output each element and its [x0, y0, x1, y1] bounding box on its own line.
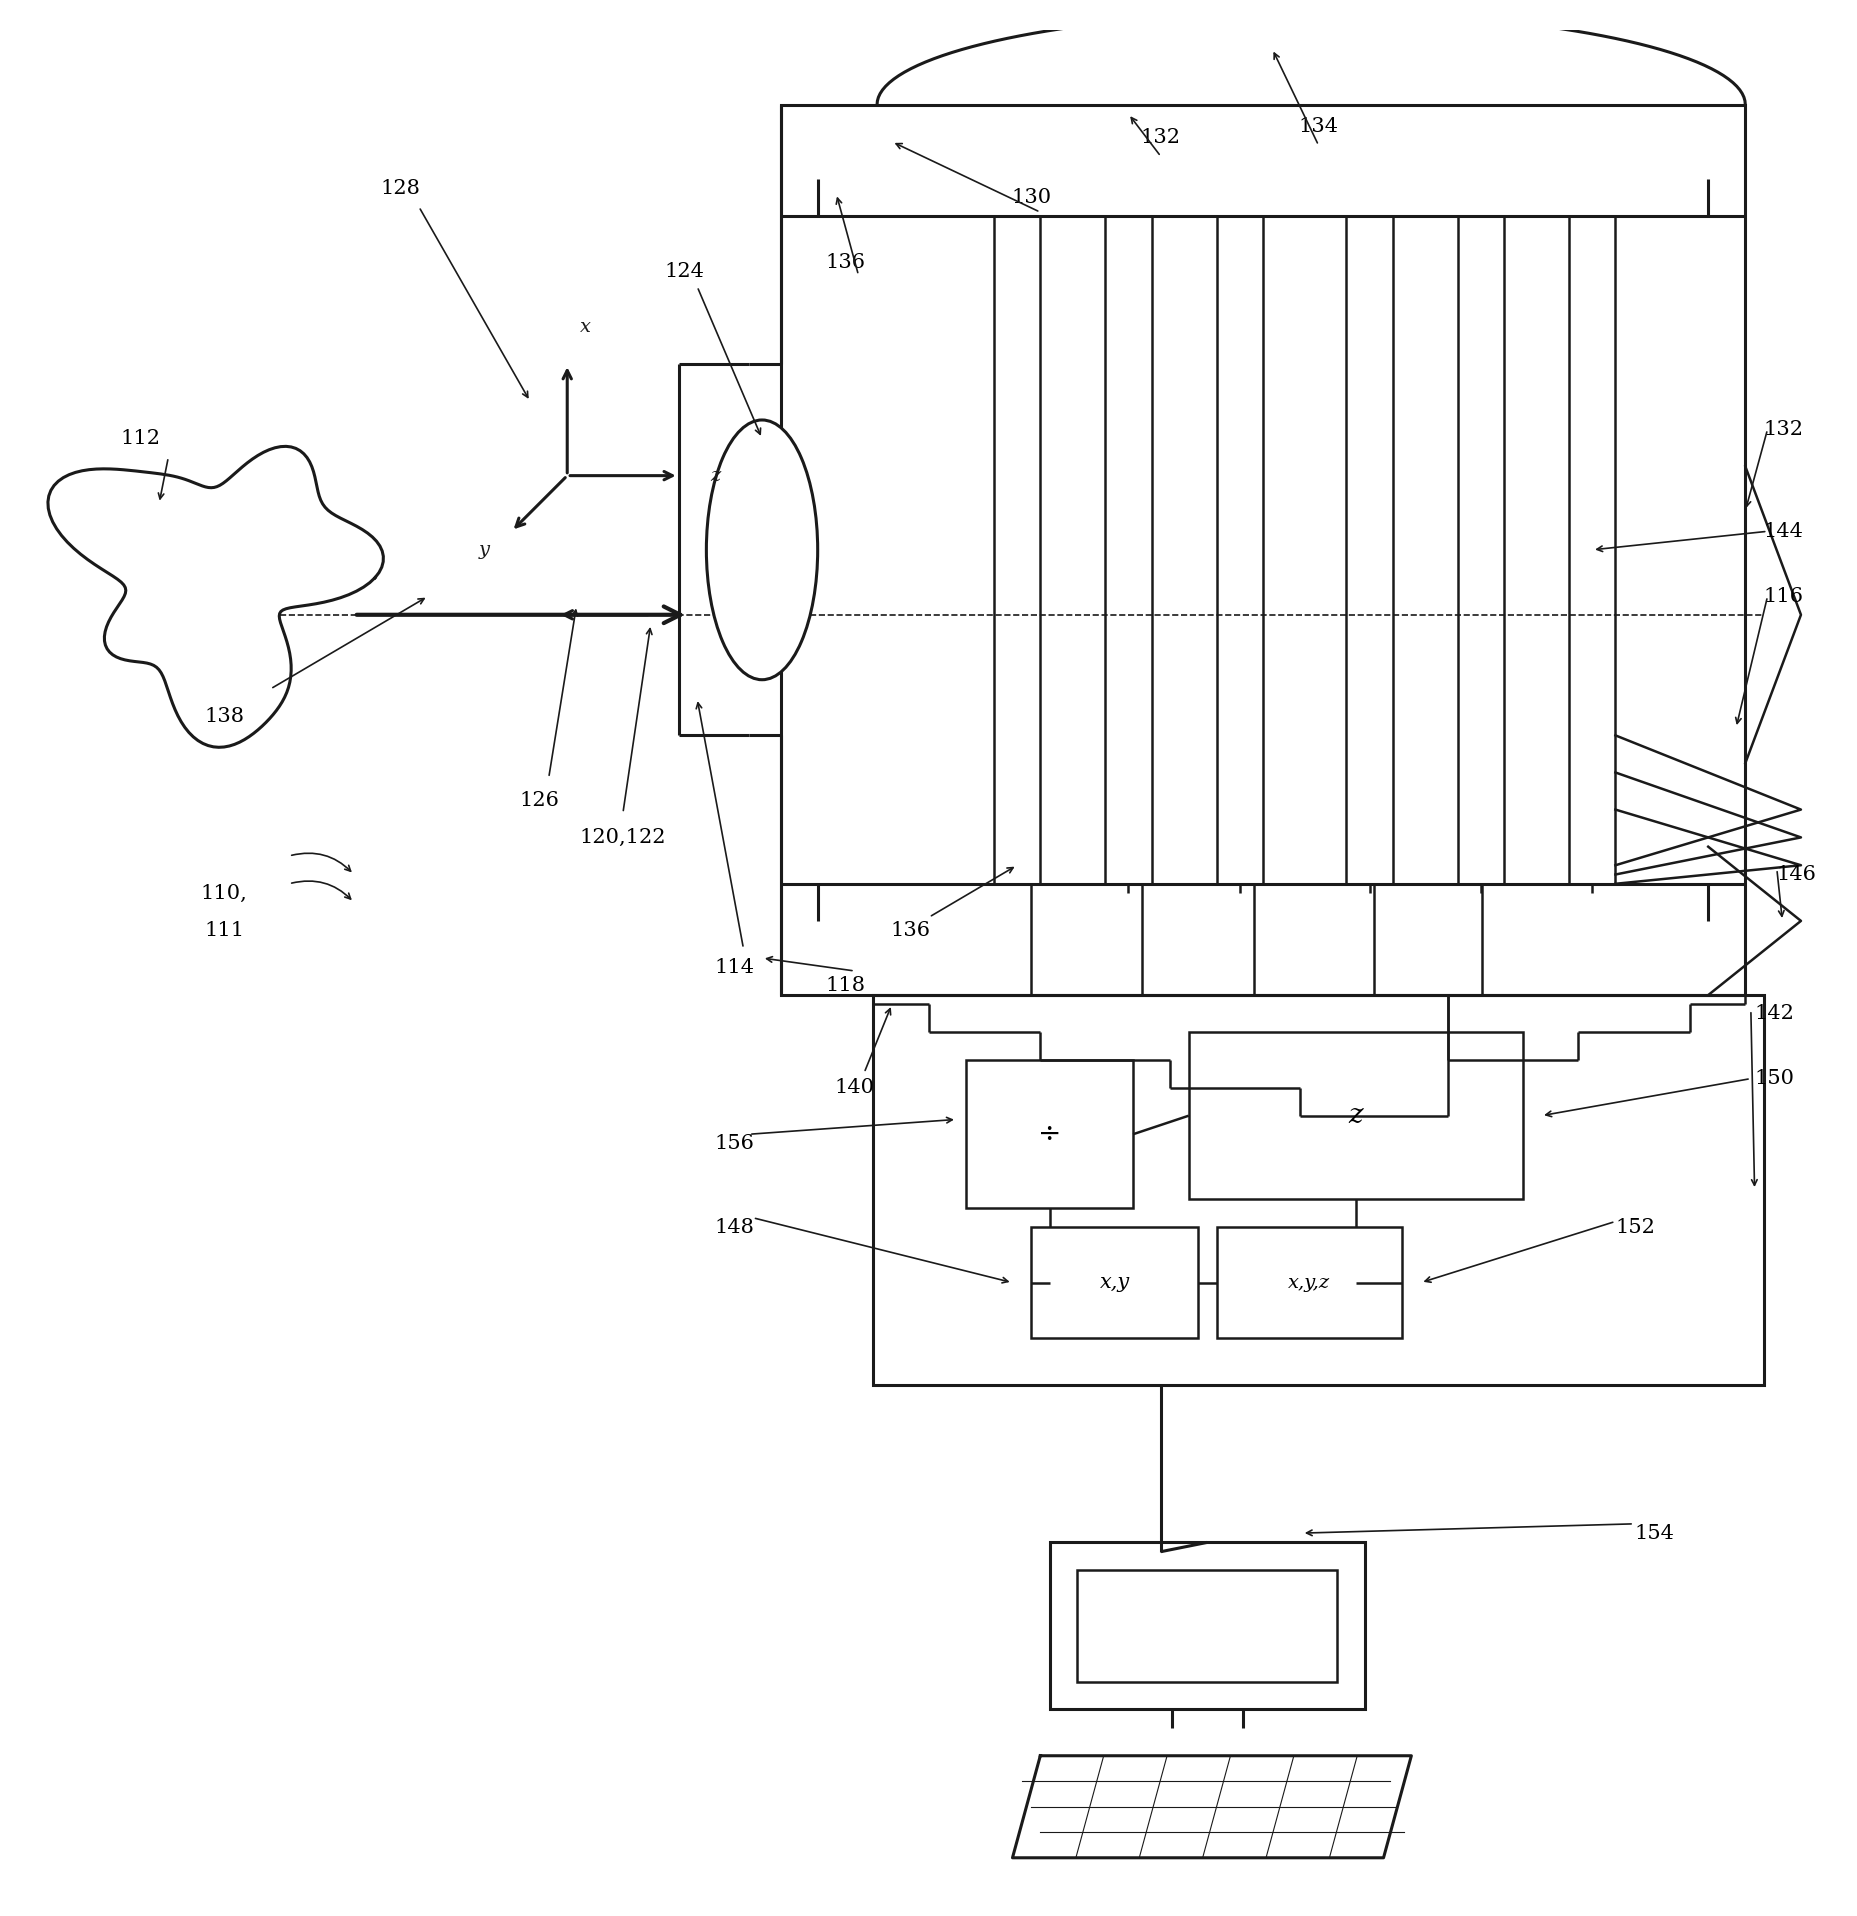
Text: 112: 112	[121, 429, 160, 448]
Bar	[1346, 217, 1393, 883]
Text: 118: 118	[825, 977, 865, 994]
Text: 111: 111	[204, 922, 243, 939]
Text: 120,122: 120,122	[579, 828, 667, 847]
Text: z: z	[1348, 1102, 1363, 1129]
Text: 142: 142	[1753, 1004, 1794, 1023]
Ellipse shape	[706, 420, 817, 680]
Text: 156: 156	[713, 1134, 754, 1153]
Bar	[1188, 1033, 1523, 1199]
Text: 152: 152	[1614, 1217, 1655, 1236]
Bar	[1105, 217, 1151, 883]
Text: 150: 150	[1753, 1069, 1794, 1088]
Bar	[1458, 217, 1504, 883]
Text: 132: 132	[1762, 420, 1803, 439]
Text: z: z	[709, 468, 721, 485]
Text: 140: 140	[834, 1079, 875, 1098]
Bar	[1031, 1226, 1198, 1337]
Bar	[1049, 1542, 1365, 1709]
Text: x,y,z: x,y,z	[1287, 1274, 1330, 1291]
Bar	[1077, 1571, 1337, 1682]
Text: 114: 114	[713, 958, 754, 977]
Text: ÷: ÷	[1038, 1121, 1060, 1148]
Text: 146: 146	[1775, 864, 1816, 883]
Text: 124: 124	[663, 262, 704, 282]
Text: 134: 134	[1298, 117, 1337, 136]
Bar	[1216, 217, 1263, 883]
Text: 136: 136	[890, 922, 930, 939]
Text: 136: 136	[825, 253, 865, 272]
Text: 132: 132	[1140, 128, 1181, 148]
Text: y: y	[477, 540, 488, 559]
Text: 128: 128	[381, 178, 420, 197]
Text: 116: 116	[1762, 586, 1803, 605]
Bar	[1216, 1226, 1402, 1337]
Bar	[1567, 217, 1614, 883]
Text: 110,: 110,	[201, 883, 247, 902]
Text: 126: 126	[520, 791, 559, 810]
Text: 130: 130	[1010, 188, 1051, 207]
Text: 148: 148	[713, 1217, 754, 1236]
Bar	[966, 1060, 1133, 1209]
Text: 138: 138	[204, 707, 243, 726]
Text: 144: 144	[1762, 521, 1803, 540]
Text: x: x	[579, 318, 591, 335]
Text: 154: 154	[1632, 1523, 1673, 1542]
Text: x,y: x,y	[1099, 1272, 1129, 1291]
Bar	[993, 217, 1040, 883]
Bar	[873, 994, 1762, 1385]
Bar	[780, 105, 1744, 994]
